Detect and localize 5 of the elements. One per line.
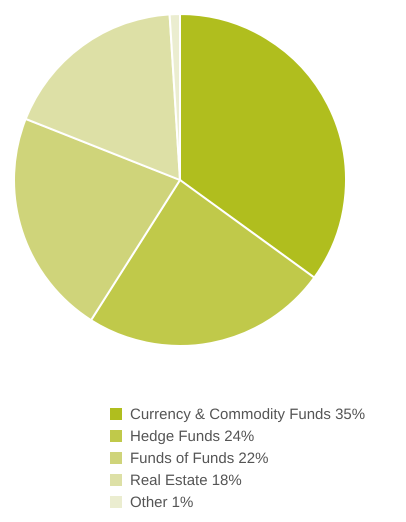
- legend-label: Funds of Funds 22%: [130, 450, 268, 466]
- legend-label: Currency & Commodity Funds 35%: [130, 406, 366, 422]
- legend-label: Real Estate 18%: [130, 472, 242, 488]
- legend-label: Hedge Funds 24%: [130, 428, 254, 444]
- legend-label: Other 1%: [130, 494, 194, 510]
